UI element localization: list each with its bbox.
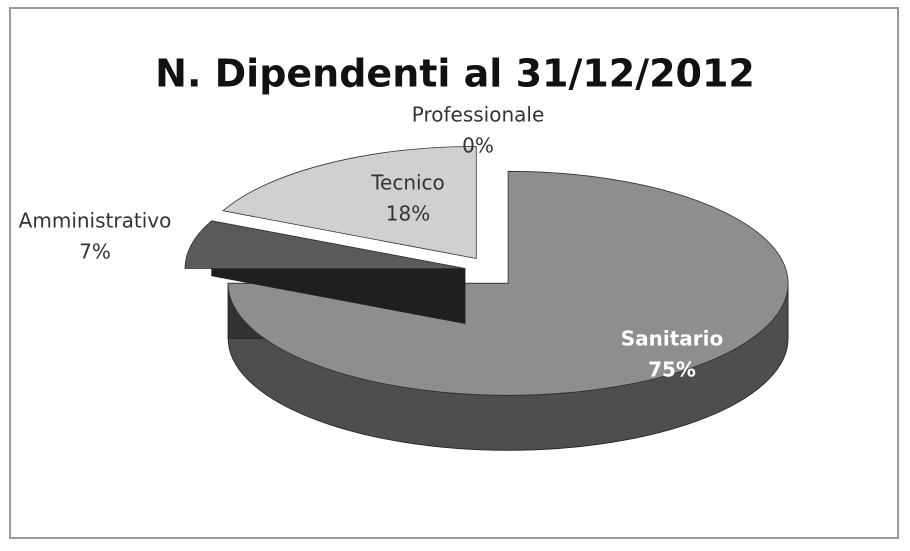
slice-top <box>227 170 789 396</box>
slice-label-value: 7% <box>79 240 111 264</box>
slice-label-name: Sanitario <box>621 327 724 351</box>
slice-label-value: 75% <box>648 358 696 382</box>
pie-slice <box>184 220 466 324</box>
slice-top <box>222 146 477 259</box>
pie-slice <box>227 170 789 451</box>
slice-top <box>184 220 466 269</box>
slice-label-name: Professionale <box>412 103 545 127</box>
slice-label-name: Tecnico <box>370 171 445 195</box>
pie-slice <box>222 146 477 259</box>
slice-label-value: 0% <box>462 134 494 158</box>
slice-label-name: Amministrativo <box>19 209 172 233</box>
chart-title: N. Dipendenti al 31/12/2012 <box>155 52 755 96</box>
slice-label-value: 18% <box>386 202 430 226</box>
